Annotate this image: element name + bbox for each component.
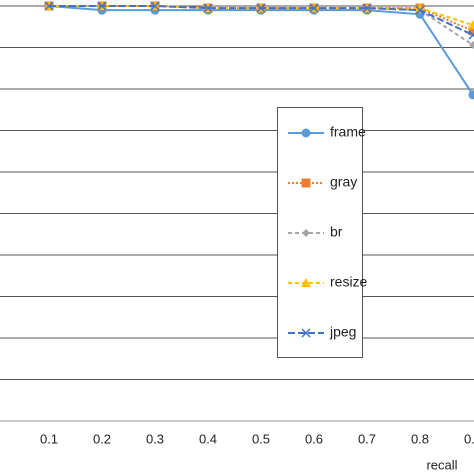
data-point (203, 3, 213, 13)
legend-label: gray (330, 174, 357, 190)
x-tick-label: 0.3 (146, 431, 164, 446)
x-tick-label: 0.8 (411, 431, 429, 446)
data-point (414, 3, 425, 13)
data-point (97, 1, 107, 11)
x-tick-label: 0.6 (305, 431, 323, 446)
x-tick-label: 0.2 (93, 431, 111, 446)
x-axis-label: recall (426, 457, 457, 472)
x-tick-label: 0.9 (464, 431, 474, 446)
data-point (468, 30, 474, 40)
legend-marker (301, 328, 311, 338)
data-point (467, 20, 474, 30)
legend-marker (301, 278, 311, 287)
data-point (468, 26, 474, 36)
legend-label: resize (330, 274, 368, 290)
x-tick-label: 0.7 (358, 431, 376, 446)
x-tick-label: 0.1 (40, 431, 58, 446)
data-point (468, 41, 474, 50)
data-point (150, 1, 160, 11)
data-point (362, 3, 372, 13)
data-point (468, 90, 474, 100)
data-point (256, 3, 266, 13)
legend: frame gray br resize jpeg (277, 107, 368, 358)
x-tick-label: 0.5 (252, 431, 270, 446)
legend-label: br (330, 224, 343, 240)
x-tick-label: 0.4 (199, 431, 217, 446)
legend-marker (302, 229, 310, 237)
legend-label: frame (330, 124, 366, 140)
data-point (309, 3, 319, 13)
data-point (44, 1, 54, 11)
data-point (415, 5, 425, 15)
legend-marker (301, 128, 311, 138)
legend-label: jpeg (329, 324, 356, 340)
legend-marker (301, 178, 311, 188)
series-line (48, 5, 474, 96)
